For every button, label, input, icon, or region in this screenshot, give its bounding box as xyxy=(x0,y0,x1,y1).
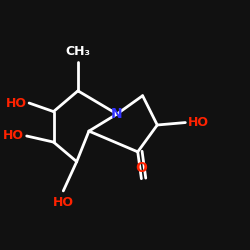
Text: N: N xyxy=(111,107,123,121)
Text: O: O xyxy=(136,161,147,175)
Text: HO: HO xyxy=(3,130,24,142)
Text: HO: HO xyxy=(188,116,209,129)
Text: HO: HO xyxy=(53,196,74,209)
Text: CH₃: CH₃ xyxy=(66,45,90,58)
Text: HO: HO xyxy=(6,96,27,110)
